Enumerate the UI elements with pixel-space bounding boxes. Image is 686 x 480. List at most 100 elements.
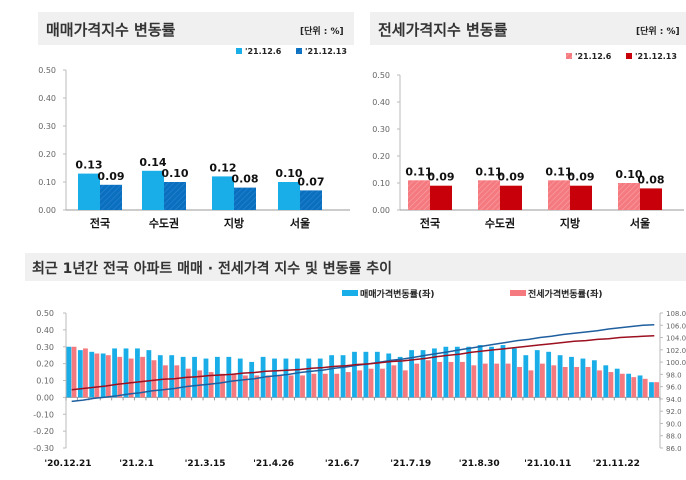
y-tick-label: 0.00 — [372, 206, 390, 215]
bar — [402, 370, 408, 398]
right-tick-label: 88.0 — [666, 433, 682, 441]
bar — [164, 182, 186, 210]
bar — [112, 348, 117, 398]
bar — [448, 361, 454, 398]
bar — [466, 346, 472, 398]
legend-swatch — [342, 290, 358, 296]
bar — [618, 183, 640, 210]
right-tick-label: 94.0 — [666, 396, 682, 404]
legend-label: '21.12.13 — [305, 47, 347, 56]
bar — [163, 365, 168, 398]
bar — [432, 348, 437, 398]
bar — [142, 170, 164, 210]
bar — [585, 367, 591, 398]
bar — [597, 370, 602, 398]
data-label: 0.09 — [567, 171, 594, 184]
sale-chart-title: 매매가격지수 변동률 — [46, 21, 176, 39]
data-label: 0.07 — [297, 175, 324, 188]
left-tick-label: -0.20 — [33, 427, 54, 436]
x-tick-label: '21.3.15 — [185, 459, 226, 469]
bar — [642, 378, 648, 398]
bar — [300, 190, 322, 210]
data-label: 0.13 — [75, 159, 102, 172]
bar — [234, 187, 256, 210]
jeonse-chart-unit: [단위 : %] — [636, 27, 680, 37]
bar — [580, 358, 586, 398]
bar — [391, 365, 397, 398]
bar — [272, 358, 277, 398]
bar — [322, 373, 328, 398]
bar — [123, 348, 129, 398]
bar — [288, 375, 294, 398]
left-tick-label: 0.30 — [36, 343, 54, 352]
left-tick-label: 0.10 — [36, 377, 54, 386]
bar — [539, 363, 545, 398]
bar — [374, 351, 380, 398]
bar — [185, 368, 191, 398]
data-label: 0.10 — [161, 167, 188, 180]
bar — [334, 373, 340, 398]
bar — [637, 375, 643, 398]
category-label: 서울 — [630, 216, 650, 230]
bar — [517, 367, 522, 398]
bar — [169, 355, 175, 398]
bar — [174, 365, 180, 398]
bar — [443, 346, 449, 398]
bar — [614, 368, 620, 398]
bar — [306, 358, 312, 398]
bar — [546, 351, 552, 398]
y-tick-label: 0.10 — [372, 179, 390, 188]
bar — [220, 373, 225, 398]
bar — [430, 185, 452, 210]
trend-chart-title: 최근 1년간 전국 아파트 매매 · 전세가격 지수 및 변동률 추이 — [32, 261, 393, 277]
bar — [300, 375, 305, 398]
trend-panel-title-bar — [25, 253, 686, 281]
bar — [454, 346, 460, 398]
bar — [66, 346, 72, 398]
jeonse-panel-title-bar — [370, 12, 686, 45]
bar — [494, 363, 500, 398]
bar — [140, 356, 145, 398]
bar — [551, 365, 557, 398]
bar — [357, 370, 363, 398]
bar — [105, 355, 111, 398]
bar — [471, 365, 477, 398]
data-label: 0.10 — [615, 168, 642, 181]
y-tick-label: 0.40 — [372, 98, 390, 107]
x-tick-label: '21.7.19 — [390, 459, 431, 469]
legend-label: 전세가격변동률(좌) — [528, 288, 602, 300]
bar — [408, 180, 430, 210]
bar — [489, 346, 494, 398]
bar — [512, 348, 517, 398]
data-label: 0.09 — [427, 171, 454, 184]
bar — [242, 375, 248, 398]
y-tick-label: 0.50 — [38, 66, 56, 75]
legend-swatch — [626, 53, 632, 59]
bar — [608, 372, 614, 398]
bar — [500, 185, 522, 210]
y-tick-label: 0.40 — [38, 94, 56, 103]
data-label: 0.08 — [231, 173, 258, 186]
bar — [146, 350, 152, 398]
category-label: 수도권 — [485, 217, 515, 230]
legend-label: 매매가격변동률(좌) — [360, 288, 434, 300]
y-tick-label: 0.20 — [38, 150, 56, 159]
bar — [649, 382, 654, 398]
left-tick-label: -0.10 — [33, 410, 54, 419]
right-tick-label: 102.0 — [666, 347, 686, 355]
bar — [340, 355, 346, 398]
left-tick-label: 0.50 — [36, 309, 54, 318]
left-tick-label: 0.00 — [36, 393, 54, 402]
right-tick-label: 98.0 — [666, 371, 682, 379]
bar — [71, 346, 77, 398]
y-tick-label: 0.30 — [372, 125, 390, 134]
bar — [94, 353, 100, 398]
bar — [631, 377, 637, 398]
bar — [409, 350, 414, 398]
bar — [574, 367, 580, 398]
jeonse-index-line — [71, 334, 655, 391]
bar — [117, 356, 123, 398]
y-tick-label: 0.00 — [38, 206, 56, 215]
bar — [311, 373, 317, 398]
